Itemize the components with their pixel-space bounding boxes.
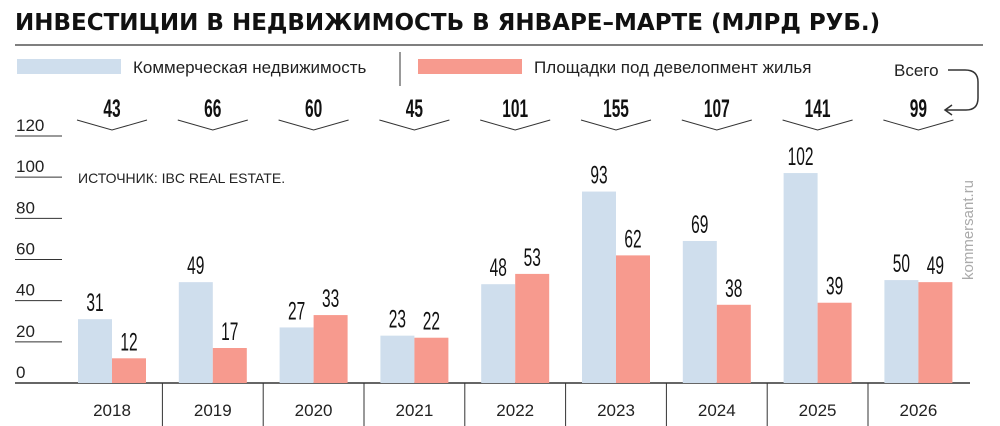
bar-residential [918,282,953,383]
chart-title: ИНВЕСТИЦИИ В НЕДВИЖИМОСТЬ В ЯНВАРЕ–МАРТЕ… [15,10,880,36]
total-chevron-icon [480,119,551,131]
x-tick-label: 2021 [395,401,433,420]
y-tick-label: 80 [16,198,35,217]
total-label: 155 [603,95,629,123]
x-tick-label: 2026 [899,401,937,420]
total-chevron-icon [681,119,752,131]
x-tick-label: 2018 [93,401,131,420]
total-chevron-icon [580,119,652,131]
data-label: 12 [120,329,137,357]
total-label: 107 [704,95,730,123]
data-label: 31 [86,290,103,318]
total-chevron-icon [76,119,148,131]
data-label: 48 [490,255,507,283]
source-note: ИСТОЧНИК: IBC REAL ESTATE. [78,170,285,186]
total-label: 43 [103,95,120,123]
total-chevron-icon [782,119,853,131]
y-tick-label: 120 [16,116,44,135]
totals-arrow-icon [943,69,979,116]
bar-residential [112,358,146,383]
total-label: 66 [204,95,221,123]
total-chevron-icon [379,119,450,131]
data-label: 69 [691,211,708,239]
y-tick-label: 20 [16,322,35,341]
data-label: 27 [288,298,305,326]
data-label: 49 [187,253,204,281]
data-label: 93 [590,162,607,190]
bar-commercial [380,335,415,383]
bar-commercial [279,327,314,383]
data-label: 38 [725,275,742,303]
legend-label-commercial: Коммерческая недвижимость [133,58,366,77]
y-tick-label: 60 [16,240,35,259]
bar-commercial [582,191,616,383]
bar-commercial [682,240,717,383]
bar-residential [515,273,550,383]
data-label: 53 [524,244,541,272]
data-label: 22 [423,308,440,336]
legend-label-residential: Площадки под девелопмент жилья [534,58,812,77]
total-label: 45 [406,95,423,123]
y-tick-label: 40 [16,281,35,300]
bar-residential [616,255,650,383]
bar-residential [414,337,449,383]
data-label: 62 [624,226,641,254]
x-tick-label: 2020 [295,401,333,420]
watermark: kommersant.ru [960,180,977,280]
x-tick-label: 2022 [496,401,534,420]
x-tick-label: 2019 [194,401,232,420]
bar-commercial [178,282,213,383]
y-tick-label: 100 [16,157,44,176]
y-tick-label: 0 [16,363,25,382]
data-label: 17 [221,318,238,346]
bar-commercial [884,280,919,383]
x-tick-label: 2023 [597,401,635,420]
data-label: 39 [826,273,843,301]
data-label: 49 [927,253,944,281]
data-label: 33 [322,285,339,313]
bar-residential [212,348,247,383]
total-chevron-icon [278,119,349,131]
total-chevron-icon [883,119,954,131]
bar-residential [817,302,852,383]
bar-commercial [78,319,112,383]
bar-residential [313,315,348,383]
bar-commercial [783,173,818,383]
data-label: 50 [893,250,910,278]
totals-label: Всего [894,61,939,80]
bar-residential [716,304,751,383]
total-label: 99 [910,95,927,123]
total-label: 60 [305,95,322,123]
data-label: 23 [389,306,406,334]
total-chevron-icon [177,119,248,131]
total-label: 141 [805,95,831,123]
legend-swatch-residential [418,59,522,74]
x-tick-label: 2025 [799,401,837,420]
legend-swatch-commercial [17,59,121,74]
x-tick-label: 2024 [698,401,736,420]
bar-commercial [481,284,516,383]
data-label: 102 [788,143,814,171]
total-label: 101 [502,95,528,123]
